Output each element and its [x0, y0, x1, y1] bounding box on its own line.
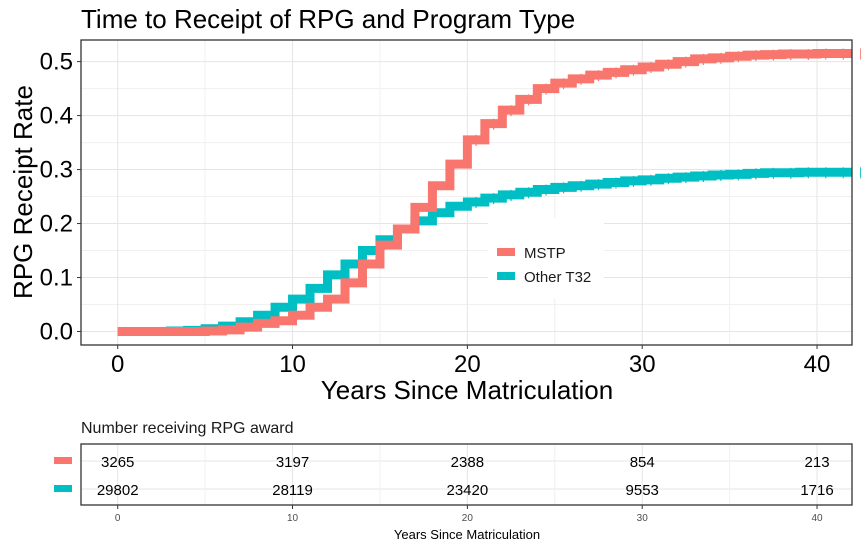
y-axis-title: RPG Receipt Rate — [8, 85, 38, 299]
x-tick-label: 0 — [111, 351, 124, 378]
legend-background — [488, 218, 604, 298]
risk-table-cell: 29802 — [97, 482, 139, 499]
legend: MSTP Other T32 — [488, 218, 604, 298]
x-axis: 0 10 20 30 40 — [111, 345, 830, 378]
legend-key-other-t32 — [497, 272, 515, 280]
risk-row-key-mstp — [54, 457, 72, 464]
legend-key-mstp — [497, 248, 515, 256]
risk-table-border — [80, 443, 853, 506]
risk-x-tick-label: 20 — [462, 513, 474, 524]
legend-label-mstp: MSTP — [524, 245, 566, 262]
x-tick-label: 30 — [629, 351, 656, 378]
major-gridlines — [81, 40, 852, 345]
risk-table-x-title: Years Since Matriculation — [394, 527, 540, 542]
y-tick-label: 0.1 — [40, 265, 73, 292]
y-tick-label: 0.0 — [40, 319, 73, 346]
x-axis-title: Years Since Matriculation — [321, 375, 613, 405]
risk-table-title: Number receiving RPG award — [81, 420, 294, 437]
x-tick-label: 10 — [279, 351, 306, 378]
y-axis: 0.0 0.1 0.2 0.3 0.4 0.5 — [40, 49, 81, 346]
y-tick-label: 0.5 — [40, 49, 73, 76]
x-tick-label: 20 — [454, 351, 481, 378]
risk-table-cells: 3265 3197 2388 854 213 29802 28119 23420 9553 171… — [97, 454, 834, 499]
y-tick-label: 0.4 — [40, 103, 73, 130]
risk-table-cell: 3265 — [101, 454, 134, 471]
panel-border — [80, 39, 853, 346]
risk-table-cell: 28119 — [272, 482, 313, 499]
main-plot-panel: 0.0 0.1 0.2 0.3 0.4 0.5 0 10 20 30 40 — [40, 39, 861, 378]
y-tick-label: 0.2 — [40, 211, 73, 238]
risk-table-x-axis: 0 10 20 30 40 — [115, 505, 823, 524]
risk-table-cell: 1716 — [800, 482, 833, 499]
risk-x-tick-label: 10 — [287, 513, 299, 524]
risk-x-tick-label: 30 — [637, 513, 649, 524]
risk-table-gridlines — [81, 444, 852, 505]
series-line-mstp — [117, 48, 852, 337]
risk-table-cell: 2388 — [451, 454, 484, 471]
minor-gridlines — [81, 40, 852, 345]
risk-x-tick-label: 0 — [115, 513, 121, 524]
chart-title: Time to Receipt of RPG and Program Type — [81, 4, 575, 34]
legend-label-other-t32: Other T32 — [524, 269, 591, 286]
series-layer — [117, 48, 861, 337]
risk-table: Number receiving RPG award 3265 3197 2388 8… — [54, 420, 853, 542]
risk-x-tick-label: 40 — [811, 513, 823, 524]
risk-table-cell: 3197 — [276, 454, 309, 471]
risk-table-cell: 854 — [630, 454, 655, 471]
risk-table-cell: 213 — [805, 454, 830, 471]
y-tick-label: 0.3 — [40, 157, 73, 184]
x-tick-label: 40 — [804, 351, 831, 378]
risk-table-cell: 9553 — [626, 482, 659, 499]
risk-row-key-other-t32 — [54, 485, 72, 492]
risk-table-cell: 23420 — [447, 482, 489, 499]
